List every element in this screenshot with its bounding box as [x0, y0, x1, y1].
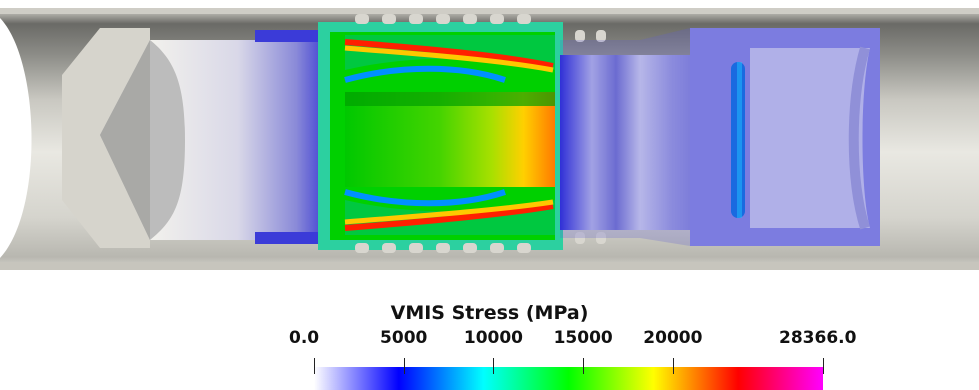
stress-render [0, 8, 979, 270]
colorbar-tick-label: 28366.0 [779, 328, 857, 348]
render-viewport[interactable] [0, 0, 979, 275]
colorbar-tick-mark [823, 358, 824, 374]
color-legend: VMIS Stress (MPa) 0.0 5000 10000 15000 20000… [0, 280, 979, 390]
colorbar-tick-label: 5000 [380, 328, 428, 348]
colorbar [314, 367, 823, 390]
pipe-opening [0, 18, 32, 258]
colorbar-title: VMIS Stress (MPa) [390, 302, 589, 324]
colorbar-tick-mark [404, 358, 405, 374]
colorbar-tick-mark [314, 358, 315, 374]
core [345, 92, 555, 187]
colorbar-tick-mark [493, 358, 494, 374]
colorbar-tick-label: 15000 [553, 328, 613, 348]
colorbar-tick-mark [583, 358, 584, 374]
colorbar-tick-label: 10000 [463, 328, 524, 348]
colorbar-tick-label: 0.0 [289, 328, 320, 348]
colorbar-tick-mark [673, 358, 674, 374]
left-body [150, 40, 345, 240]
colorbar-tick-label: 20000 [643, 328, 703, 348]
right-body [560, 55, 720, 230]
